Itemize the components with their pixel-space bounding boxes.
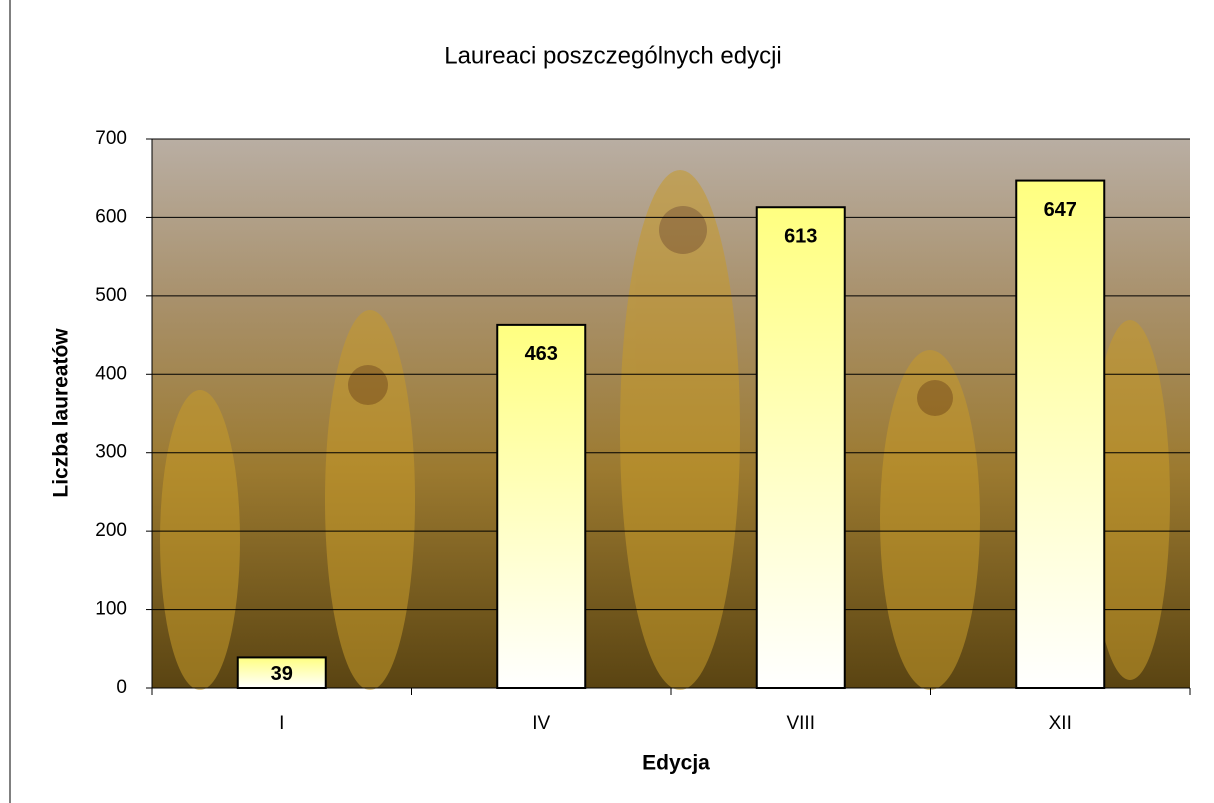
y-tick-label: 400 <box>95 363 127 384</box>
chart-title: Laureaci poszczególnych edycji <box>444 42 782 69</box>
chart: Laureaci poszczególnych edycji Edycja Li… <box>0 0 1214 803</box>
data-label: 463 <box>525 343 558 365</box>
x-tick-label: I <box>279 713 284 734</box>
x-axis-label: Edycja <box>642 752 710 775</box>
bar <box>497 325 585 688</box>
data-label: 39 <box>271 663 293 685</box>
bar <box>757 207 845 688</box>
x-tick-label: XII <box>1049 713 1072 734</box>
data-label: 613 <box>784 226 817 248</box>
y-tick-label: 200 <box>95 520 127 541</box>
y-tick-label: 500 <box>95 285 127 306</box>
data-label: 647 <box>1044 199 1077 221</box>
y-tick-label: 300 <box>95 442 127 463</box>
x-tick-label: IV <box>532 713 550 734</box>
y-tick-label: 0 <box>116 677 127 698</box>
bar <box>1016 181 1104 688</box>
y-tick-label: 100 <box>95 599 127 620</box>
y-tick-label: 700 <box>95 128 127 149</box>
y-axis-label: Liczba laureatów <box>50 328 73 498</box>
x-tick-label: VIII <box>786 713 815 734</box>
y-tick-label: 600 <box>95 206 127 227</box>
